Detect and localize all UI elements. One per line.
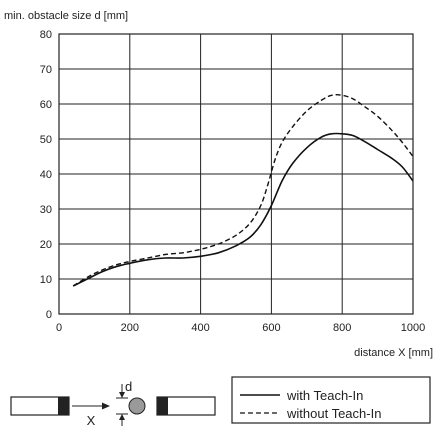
- y-tick-label: 40: [40, 169, 52, 181]
- x-tick-label: 800: [333, 322, 351, 334]
- y-tick-label: 50: [40, 134, 52, 146]
- y-axis-label: min. obstacle size d [mm]: [4, 10, 128, 22]
- y-tick-label: 80: [40, 29, 52, 41]
- sensor-left-face: [58, 397, 69, 415]
- legend-label-with-teach-in: with Teach-In: [286, 388, 363, 403]
- sensor-setup-diagram: X d: [10, 379, 216, 428]
- size-arrow-top-head-icon: [119, 392, 125, 398]
- series-line-with-teach-in: [72, 132, 414, 287]
- y-tick-label: 60: [40, 99, 52, 111]
- plot-area-frame: [58, 33, 414, 315]
- y-tick-label: 20: [40, 239, 52, 251]
- obstacle-icon: [128, 397, 146, 415]
- x-tick-label: 200: [121, 322, 139, 334]
- size-arrow-bottom-head-icon: [119, 414, 125, 420]
- distance-label: X: [87, 413, 96, 428]
- sensor-right-face: [157, 397, 168, 415]
- legend: with Teach-In without Teach-In: [231, 376, 431, 424]
- distance-arrow-head-icon: [102, 402, 110, 410]
- y-tick-label: 10: [40, 274, 52, 286]
- legend-label-without-teach-in: without Teach-In: [286, 406, 381, 421]
- y-tick-label: 0: [46, 309, 52, 321]
- size-label: d: [125, 379, 132, 394]
- y-tick-label: 30: [40, 204, 52, 216]
- x-tick-label: 0: [56, 322, 62, 334]
- x-tick-label: 1000: [401, 322, 425, 334]
- legend-box: [231, 376, 431, 424]
- x-tick-label: 400: [191, 322, 209, 334]
- series-line-without-teach-in: [72, 94, 414, 287]
- x-tick-label: 600: [262, 322, 280, 334]
- series-layer: [72, 94, 414, 287]
- x-axis-label: distance X [mm]: [354, 347, 433, 359]
- x-tick-labels: 0 200 400 600 800 1000: [56, 322, 425, 334]
- y-tick-label: 70: [40, 64, 52, 76]
- y-tick-labels: 0 10 20 30 40 50 60 70 80: [40, 29, 52, 321]
